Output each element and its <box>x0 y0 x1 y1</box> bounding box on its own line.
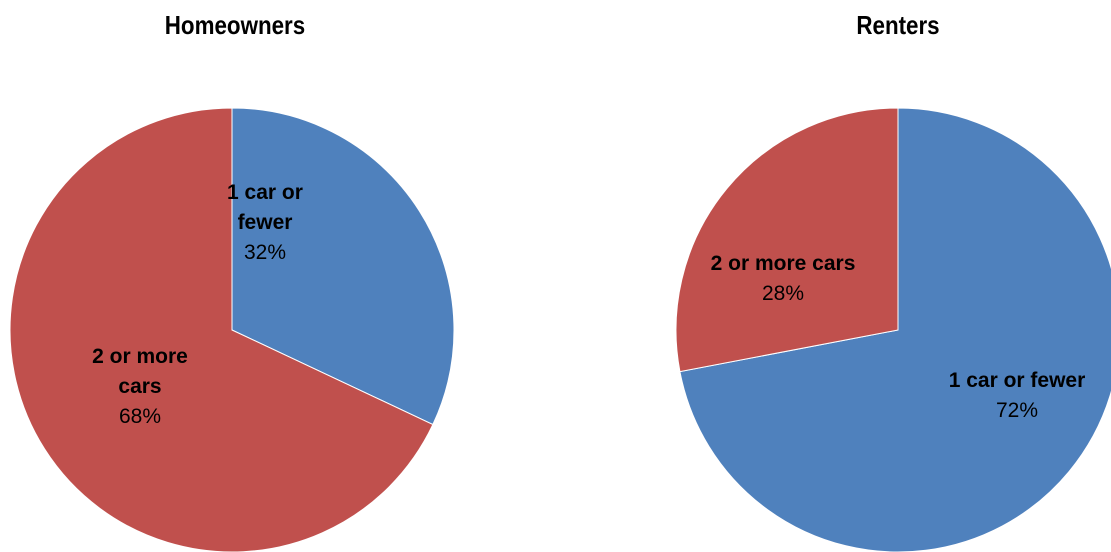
slice-label: fewer <box>238 211 293 234</box>
homeowners-chart: Homeowners 1 car or fewer 32% 2 or more cars… <box>0 0 470 552</box>
slice-label: 1 car or <box>227 181 303 204</box>
slice-label: 2 or more <box>92 345 188 368</box>
pie-slice-1-car-or-fewer <box>679 107 1111 552</box>
renters-chart: Renters 1 car or fewer 72% 2 or more cars 2… <box>665 0 1111 552</box>
slice-label: 2 or more cars <box>711 252 856 275</box>
slice-value-label: 28% <box>762 282 804 305</box>
pie-slice-2-or-more-cars <box>675 107 899 373</box>
slice-label: 1 car or fewer <box>949 369 1086 392</box>
slice-value-label: 68% <box>119 405 161 428</box>
homeowners-pie: 1 car or fewer 32% 2 or more cars 68% <box>9 107 455 552</box>
slice-value-label: 72% <box>996 399 1038 422</box>
pie-slice-1-car-or-fewer <box>231 107 455 426</box>
chart-title: Renters <box>856 10 940 40</box>
slice-label: cars <box>118 375 161 398</box>
pie-slice-2-or-more-cars <box>9 107 434 552</box>
renters-pie: 1 car or fewer 72% 2 or more cars 28% <box>675 107 1111 552</box>
chart-title: Homeowners <box>164 10 306 40</box>
slice-value-label: 32% <box>244 241 286 264</box>
